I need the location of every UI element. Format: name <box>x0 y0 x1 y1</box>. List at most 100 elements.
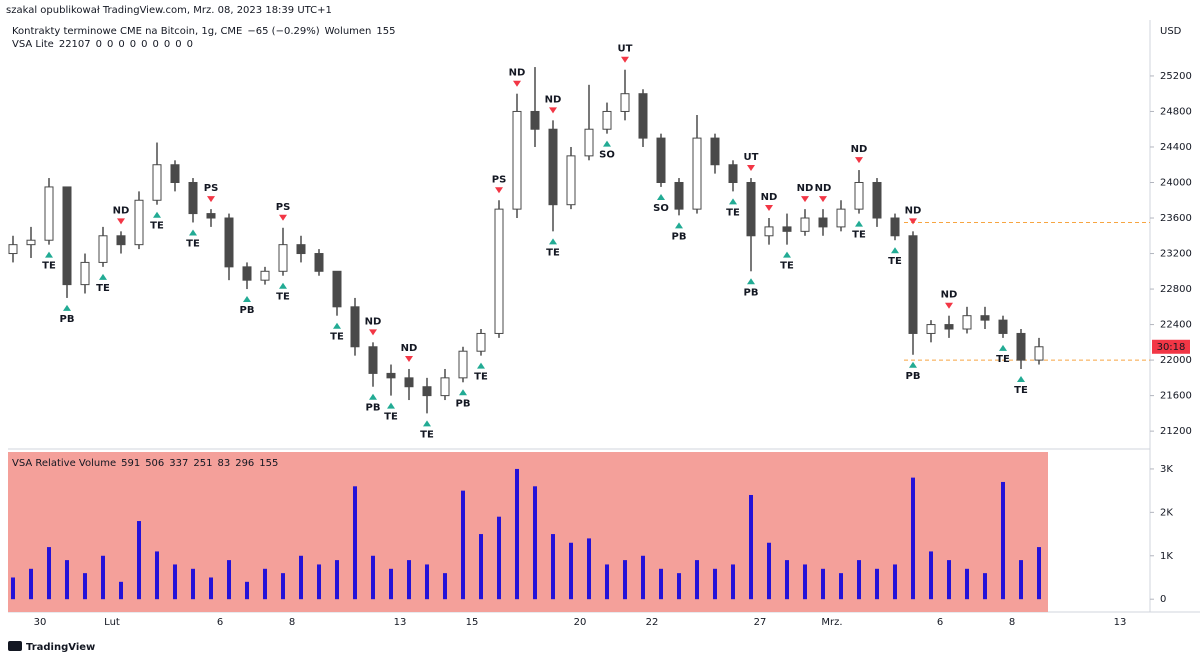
volume-bar <box>281 573 285 600</box>
volume-bar <box>551 534 555 600</box>
volume-bar <box>515 468 519 600</box>
x-tick-label: 22 <box>646 617 659 628</box>
y-tick-label: 23600 <box>1160 213 1192 224</box>
volume-bar <box>407 560 411 600</box>
volume-bar <box>245 581 249 600</box>
volume-stat: 296 <box>235 458 254 469</box>
signal-triangle <box>945 302 953 309</box>
y-tick-label: 22400 <box>1160 320 1192 331</box>
volume-value: 155 <box>376 26 395 37</box>
y-tick-label: 22000 <box>1160 355 1192 366</box>
volume-bar <box>335 560 339 600</box>
candle-body <box>746 181 756 237</box>
signal-above: PS <box>204 183 219 194</box>
volume-bar <box>587 538 591 600</box>
volume-bar <box>893 564 897 600</box>
volume-bar <box>173 564 177 600</box>
signal-triangle <box>549 107 557 114</box>
volume-bar <box>785 560 789 600</box>
signal-below: TE <box>150 221 164 232</box>
candle-body <box>674 181 684 210</box>
volume-bar <box>821 568 825 600</box>
y-tick-label: 24400 <box>1160 142 1192 153</box>
signal-below: TE <box>186 238 200 249</box>
candle-body <box>1016 332 1026 361</box>
signal-above: ND <box>113 205 130 216</box>
signal-below: TE <box>420 429 434 440</box>
y-tick-label: 24800 <box>1160 106 1192 117</box>
volume-bar <box>749 494 753 600</box>
signal-triangle <box>189 229 197 236</box>
volume-label: Wolumen <box>325 26 372 37</box>
candle-body <box>62 186 72 286</box>
volume-bar <box>101 555 105 600</box>
volume-bar <box>803 564 807 600</box>
candle-body <box>116 235 126 246</box>
candle-body <box>134 199 144 246</box>
candle-body <box>170 164 180 183</box>
signal-triangle <box>423 420 431 427</box>
signal-above: PS <box>276 202 291 213</box>
signal-above: ND <box>401 343 418 354</box>
signal-below: TE <box>1014 385 1028 396</box>
indicator-flag: 0 <box>130 39 136 50</box>
volume-stat: 337 <box>169 458 188 469</box>
signal-below: TE <box>96 283 110 294</box>
candle-body <box>980 315 990 321</box>
candle-body <box>350 306 360 348</box>
volume-bar <box>65 560 69 600</box>
candle-body <box>692 137 702 210</box>
signal-triangle <box>45 251 53 258</box>
signal-triangle <box>495 187 503 194</box>
signal-above: ND <box>905 205 922 216</box>
signal-triangle <box>729 198 737 205</box>
candle-body <box>386 372 396 379</box>
candle-body <box>224 217 234 268</box>
volume-stat: 155 <box>259 458 278 469</box>
signal-below: TE <box>726 207 740 218</box>
x-tick-label: Mrz. <box>821 617 842 628</box>
volume-bar <box>83 573 87 600</box>
volume-bar <box>641 555 645 600</box>
signal-below: TE <box>888 256 902 267</box>
x-tick-label: 8 <box>289 617 295 628</box>
volume-stat: 83 <box>217 458 230 469</box>
indicator-flag: 0 <box>153 39 159 50</box>
volume-bar <box>695 560 699 600</box>
volume-bar <box>1019 560 1023 600</box>
candle-body <box>278 244 288 272</box>
candle-body <box>422 386 432 397</box>
signal-triangle <box>765 205 773 212</box>
signal-triangle <box>855 220 863 227</box>
indicator-flag: 0 <box>118 39 124 50</box>
candle-body <box>890 217 900 237</box>
signal-below: PB <box>60 314 75 325</box>
signal-below: SO <box>653 203 669 214</box>
signal-triangle <box>99 273 107 280</box>
volume-bar <box>119 581 123 600</box>
volume-bar <box>299 555 303 600</box>
candle-body <box>926 324 936 334</box>
signal-above: ND <box>851 144 868 155</box>
volume-bar <box>947 560 951 600</box>
volume-bar <box>659 568 663 600</box>
volume-bar <box>263 568 267 600</box>
signal-triangle <box>891 247 899 254</box>
signal-above: PS <box>492 174 507 185</box>
signal-triangle <box>477 362 485 369</box>
signal-above: ND <box>797 183 814 194</box>
signal-triangle <box>369 393 377 400</box>
y-tick-label: 23200 <box>1160 249 1192 260</box>
volume-bar <box>497 516 501 600</box>
signal-triangle <box>549 238 557 245</box>
signal-triangle <box>603 140 611 147</box>
candle-body <box>602 110 612 130</box>
indicator-flag: 0 <box>107 39 113 50</box>
signal-above: UT <box>618 44 633 55</box>
signal-triangle <box>63 304 71 311</box>
signal-triangle <box>387 402 395 409</box>
signal-triangle <box>801 196 809 203</box>
signal-triangle <box>1017 375 1025 382</box>
volume-y-tick-label: 1K <box>1160 551 1173 562</box>
volume-bar <box>875 568 879 600</box>
